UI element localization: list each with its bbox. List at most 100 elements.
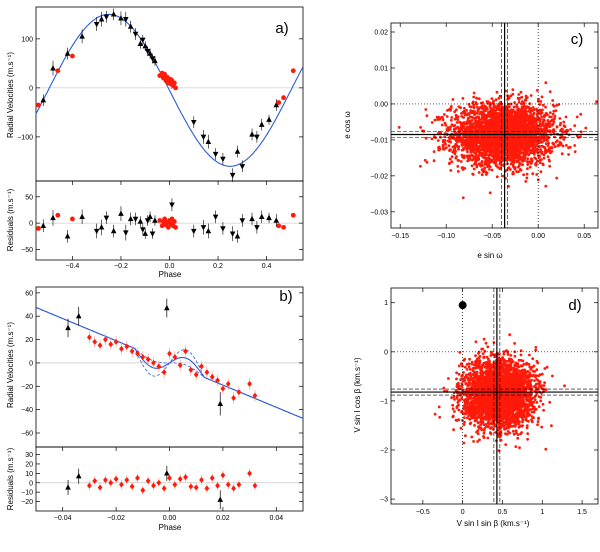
panel-c-cloud-point	[455, 155, 458, 159]
panel-b-model-curve-alt	[35, 307, 304, 419]
panel-c-cloud-point	[494, 98, 498, 102]
panel-a-residual-point	[266, 214, 272, 221]
panel-c-cloud-point	[522, 115, 525, 119]
panel-a-residual-point	[98, 224, 105, 230]
panel-a-data-point	[110, 11, 117, 17]
panel-c-cloud-point	[595, 100, 598, 103]
panel-d-cloud-point	[463, 365, 467, 369]
panel-c-cloud-point	[560, 152, 564, 156]
panel-b-residual-point	[217, 496, 224, 502]
panel-c-cloud-point	[453, 110, 457, 114]
panel-c-cloud-point	[440, 123, 444, 127]
panel-c-cloud-point	[441, 116, 444, 119]
panel-b-residual-ytick-label: −20	[21, 499, 33, 506]
panel-c-cloud-point	[548, 111, 552, 114]
panel-d-cloud-point	[513, 354, 517, 358]
panel-c-cloud-point	[487, 134, 491, 138]
panel-a-residual-point	[36, 226, 41, 231]
panel-c-cloud-point	[551, 112, 555, 116]
panel-c-cloud-point	[512, 159, 516, 163]
panel-c-cloud-point	[397, 126, 401, 129]
panel-a-residual-point	[273, 217, 280, 223]
panel-b-residual-point	[167, 475, 172, 482]
panel-c-cloud-point	[465, 148, 469, 151]
panel-d-cloud-point	[459, 362, 463, 366]
panel-c-cloud-point	[475, 144, 479, 148]
panel-b-residual-point	[231, 485, 236, 492]
panel-c-cloud-point	[512, 166, 516, 170]
panel-c-xtick-label: 0.05	[577, 233, 591, 240]
panel-c-cloud-point	[495, 118, 499, 122]
panel-c-cloud-point	[489, 160, 492, 164]
panel-c-cloud-point	[532, 149, 536, 153]
panel-c-cloud-point	[492, 116, 496, 120]
panel-c-cloud-point	[511, 122, 515, 126]
panel-c-cloud-point	[562, 120, 566, 124]
panel-c-cloud-point	[520, 102, 523, 106]
panel-d-cloud-point	[535, 378, 539, 381]
panel-c-cloud-point	[553, 117, 556, 121]
panel-d-cloud-point	[544, 447, 548, 451]
panel-c-cloud-point	[450, 160, 454, 164]
panel-c-cloud-point	[465, 109, 468, 112]
panel-c-cloud-point	[521, 111, 525, 114]
panel-c-cloud-point	[516, 141, 520, 145]
panel-c-cloud-point	[488, 102, 492, 106]
panel-c-cloud-point	[544, 148, 547, 151]
panel-a-residual-point	[239, 218, 246, 224]
panel-c-cloud-point	[515, 118, 519, 122]
panel-c-cloud-point	[476, 125, 479, 129]
panel-c-cloud-point	[490, 118, 493, 122]
panel-c-cloud-point	[526, 157, 529, 161]
panel-b-ytick-label: −20	[21, 384, 33, 391]
panel-c-cloud-point	[485, 107, 488, 111]
panel-c-cloud-point	[494, 121, 498, 124]
panel-d-cloud-point	[504, 443, 508, 446]
panel-c-cloud-point	[485, 120, 489, 124]
panel-c-cloud-point	[518, 97, 521, 100]
panel-c-cloud-point	[487, 164, 491, 167]
panel-a-residual-point	[137, 218, 144, 224]
panel-b-residual-ytick-label: 0	[29, 480, 33, 487]
panel-b-data-point	[161, 369, 167, 376]
panel-c-cloud-point	[528, 109, 532, 113]
panel-c-cloud-point	[442, 147, 445, 151]
panel-c-cloud-point	[551, 99, 555, 102]
panel-c-cloud-point	[544, 81, 548, 85]
panel-c-cloud-point	[517, 126, 521, 130]
panel-c-cloud-point	[529, 137, 532, 141]
panel-c-cloud-point	[525, 176, 529, 180]
panel-d-cloud-point	[533, 379, 536, 382]
panel-b-xtick-label: −0.02	[107, 515, 125, 522]
panel-c-cloud-point	[515, 134, 519, 138]
panel-c-cloud-point	[511, 88, 515, 91]
panel-c-cloud-point	[508, 116, 511, 120]
panel-c-ytick-label: −0.02	[370, 173, 388, 180]
panel-c-cloud-point	[462, 122, 466, 126]
panel-c-cloud-point	[539, 100, 543, 103]
panel-c-cloud-point	[555, 104, 559, 107]
panel-b-residual-point	[215, 482, 220, 489]
panel-c-cloud-point	[518, 117, 522, 120]
panel-c-cloud-point	[494, 145, 498, 149]
panel-c-cloud-point	[472, 95, 476, 99]
panel-c-cloud-point	[525, 160, 529, 163]
panel-c-cloud-point	[465, 121, 469, 125]
panel-c-cloud-point	[546, 113, 549, 116]
panel-c-cloud-point	[509, 126, 513, 130]
panel-b-residual-ytick-label: 20	[25, 461, 33, 468]
panel-c-cloud-point	[516, 165, 520, 169]
panel-a-residual-point	[258, 213, 265, 220]
panel-c-cloud-point	[548, 164, 552, 168]
panel-c-cloud-point	[454, 131, 457, 134]
panel-c-cloud-point	[483, 156, 487, 160]
panel-d-cloud-point	[512, 432, 516, 436]
panel-d-cloud-point	[505, 432, 509, 436]
panel-c-cloud-point	[523, 113, 527, 117]
panel-c-cloud-point	[436, 139, 440, 142]
panel-c-cloud-point	[542, 139, 546, 143]
panel-c-cloud-point	[532, 112, 535, 116]
panel-c-cloud-point	[465, 144, 469, 148]
panel-d-cloud-point	[438, 415, 442, 419]
panel-c-cloud-point	[480, 160, 484, 163]
